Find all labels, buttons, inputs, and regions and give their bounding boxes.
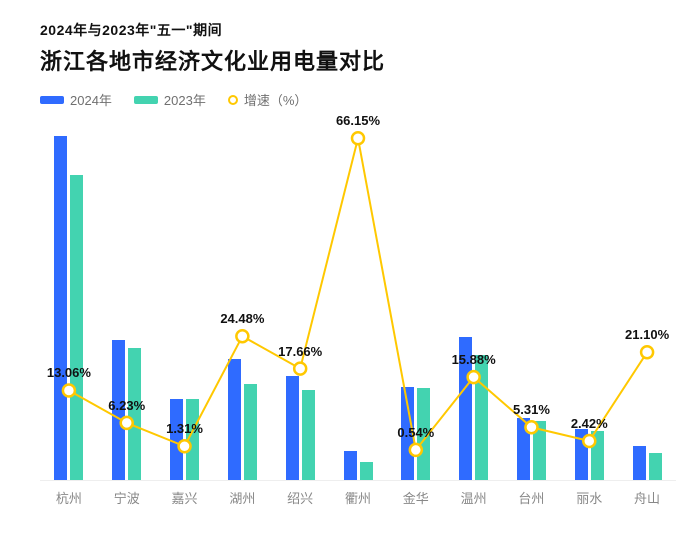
x-tick: 金华 <box>387 488 445 507</box>
bar-2023 <box>533 421 546 481</box>
swatch-2024 <box>40 96 64 104</box>
growth-label: 13.06% <box>47 365 91 380</box>
legend-item-2024: 2024年 <box>40 90 112 109</box>
x-axis: 杭州宁波嘉兴湖州绍兴衢州金华温州台州丽水舟山 <box>40 488 676 507</box>
growth-label: 5.31% <box>513 402 550 417</box>
x-tick: 宁波 <box>98 488 156 507</box>
chart-title: 浙江各地市经济文化业用电量对比 <box>40 44 676 76</box>
bar-2023 <box>360 462 373 481</box>
legend-item-2023: 2023年 <box>134 90 206 109</box>
bar-2024 <box>575 429 588 481</box>
legend-label-2024: 2024年 <box>70 90 112 109</box>
x-tick: 舟山 <box>618 488 676 507</box>
bar-2024 <box>633 446 646 481</box>
x-tick: 湖州 <box>213 488 271 507</box>
growth-label: 1.31% <box>166 421 203 436</box>
x-tick: 丽水 <box>560 488 618 507</box>
growth-label: 0.54% <box>397 425 434 440</box>
x-tick: 杭州 <box>40 488 98 507</box>
bar-2024 <box>517 418 530 481</box>
x-tick: 嘉兴 <box>156 488 214 507</box>
dot-growth <box>228 95 238 105</box>
bar-2023 <box>128 348 141 481</box>
x-baseline <box>40 480 676 481</box>
legend-label-growth: 增速（%） <box>244 90 308 109</box>
bar-2023 <box>649 453 662 481</box>
growth-label: 15.88% <box>452 352 496 367</box>
bar-2023 <box>591 431 604 481</box>
growth-label: 24.48% <box>220 311 264 326</box>
growth-label: 6.23% <box>108 398 145 413</box>
growth-label: 17.66% <box>278 344 322 359</box>
bar-2023 <box>244 384 257 481</box>
swatch-2023 <box>134 96 158 104</box>
x-tick: 台州 <box>503 488 561 507</box>
chart-legend: 2024年 2023年 增速（%） <box>40 90 676 109</box>
chart-plot-area: 13.06%6.23%1.31%24.48%17.66%66.15%0.54%1… <box>40 120 676 481</box>
growth-label: 2.42% <box>571 416 608 431</box>
bar-2024 <box>54 136 67 481</box>
bar-2023 <box>186 399 199 481</box>
growth-label: 66.15% <box>336 113 380 128</box>
chart-container: 2024年与2023年"五一"期间 浙江各地市经济文化业用电量对比 2024年 … <box>0 0 700 533</box>
chart-supertitle: 2024年与2023年"五一"期间 <box>40 20 676 40</box>
bar-2024 <box>228 359 241 481</box>
x-tick: 衢州 <box>329 488 387 507</box>
bar-2023 <box>475 355 488 481</box>
bar-2023 <box>70 175 83 481</box>
growth-label: 21.10% <box>625 327 669 342</box>
bar-2024 <box>170 399 183 481</box>
x-tick: 绍兴 <box>271 488 329 507</box>
legend-item-growth: 增速（%） <box>228 90 308 109</box>
bar-2023 <box>302 390 315 481</box>
bar-2024 <box>286 376 299 481</box>
x-tick: 温州 <box>445 488 503 507</box>
bar-2024 <box>344 451 357 481</box>
legend-label-2023: 2023年 <box>164 90 206 109</box>
